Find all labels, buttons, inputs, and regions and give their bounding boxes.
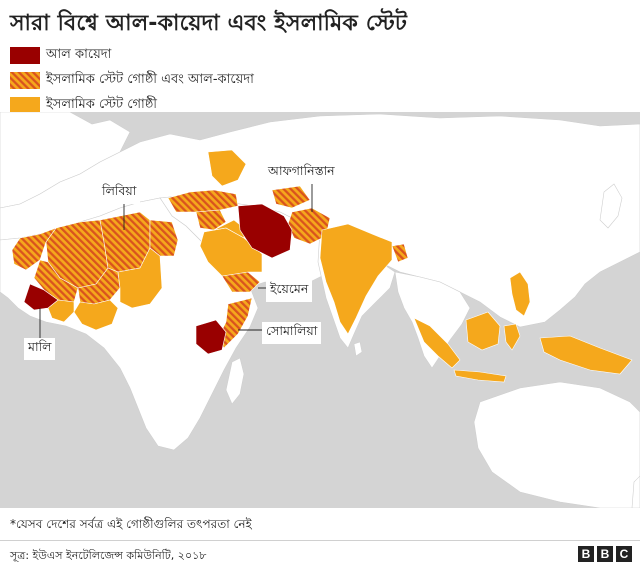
label-mali: মালি [24, 338, 56, 360]
region-syria [195, 209, 227, 231]
world-map: লিবিয়া আফগানিস্তান ইয়েমেন সোমালিয়া মা… [0, 112, 640, 508]
legend-label: ইসলামিক স্টেট গোষ্ঠী [46, 96, 158, 112]
land-japan [599, 183, 623, 229]
legend-swatch-is [10, 96, 40, 114]
region-nigeria [73, 299, 119, 331]
label-yemen: ইয়েমেন [266, 280, 313, 302]
region-iran [237, 203, 293, 259]
legend-swatch-both [10, 71, 40, 89]
region-central-asia [271, 185, 311, 209]
legend-item-both: ইসলামিক স্টেট গোষ্ঠী এবং আল-কায়েদা [10, 69, 254, 91]
divider [0, 540, 640, 541]
land-srilanka [353, 341, 363, 357]
legend-item-is: ইসলামিক স্টেট গোষ্ঠী [10, 94, 254, 116]
bbc-logo-letter: B [578, 546, 594, 562]
region-sulawesi [503, 323, 521, 351]
region-somalia [217, 297, 253, 349]
region-russia-caucasus [207, 149, 247, 187]
footnote: *যেসব দেশের সর্বত্র এই গোষ্ঠীগুলির তৎপরত… [10, 517, 252, 531]
land-nz [631, 475, 640, 508]
region-kenya [195, 319, 227, 355]
land-australia [473, 381, 640, 508]
region-philippines [509, 271, 531, 317]
land-madagascar [225, 357, 245, 405]
legend-label: আল কায়েদা [46, 46, 112, 62]
bbc-logo: B B C [578, 546, 632, 562]
legend: আল কায়েদা ইসলামিক স্টেট গোষ্ঠী এবং আল-ক… [10, 44, 254, 119]
region-chad [117, 247, 163, 309]
label-libya: লিবিয়া [98, 182, 141, 204]
region-papua [539, 335, 633, 375]
legend-item-al-qaeda: আল কায়েদা [10, 44, 254, 66]
label-afghanistan: আফগানিস্তান [264, 162, 339, 184]
legend-label: ইসলামিক স্টেট গোষ্ঠী এবং আল-কায়েদা [46, 71, 254, 87]
region-java [453, 369, 507, 383]
source-credit: সূত্র: ইউএস ইনটেলিজেন্স কমিউনিটি, ২০১৮ [10, 549, 207, 562]
map-svg [0, 112, 640, 508]
legend-swatch-al-qaeda [10, 46, 40, 64]
bbc-logo-letter: C [616, 546, 632, 562]
bbc-logo-letter: B [597, 546, 613, 562]
region-bangladesh [391, 243, 409, 263]
region-mali-south [23, 283, 59, 311]
label-somalia: সোমালিয়া [262, 322, 322, 344]
region-sumatra [413, 317, 461, 369]
map-title: সারা বিশ্বে আল-কায়েদা এবং ইসলামিক স্টেট [10, 11, 408, 36]
region-india [319, 223, 393, 335]
region-borneo [465, 311, 501, 351]
